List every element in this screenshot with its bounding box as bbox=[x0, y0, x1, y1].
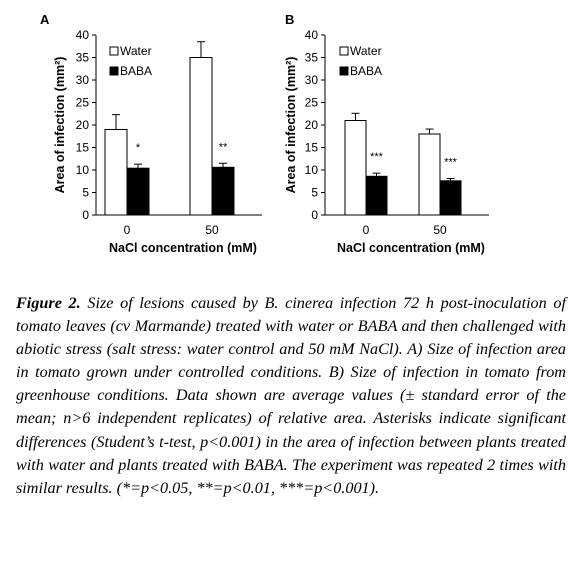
figure-panels: A 0 5 10 15 20 25 30 35 40 Area of infection (mm²)… bbox=[40, 12, 489, 255]
legend-swatch bbox=[339, 66, 349, 76]
y-axis-title: Area of infection (mm²) bbox=[284, 57, 298, 194]
y-tick-label: 5 bbox=[82, 186, 89, 200]
legend-label: Water bbox=[120, 44, 152, 58]
legend-label: Water bbox=[350, 44, 382, 58]
y-tick-label: 15 bbox=[305, 141, 319, 155]
y-tick-label: 20 bbox=[305, 118, 319, 132]
significance-marker: *** bbox=[370, 151, 384, 163]
y-tick-label: 35 bbox=[305, 51, 319, 65]
y-tick-label: 20 bbox=[76, 118, 90, 132]
legend-swatch bbox=[109, 66, 119, 76]
y-tick-label: 10 bbox=[76, 163, 90, 177]
bar-baba-50 bbox=[211, 166, 235, 216]
figure-caption: Figure 2. Size of lesions caused by B. c… bbox=[16, 292, 566, 500]
y-tick-label: 35 bbox=[76, 51, 90, 65]
x-tick-label: 0 bbox=[124, 223, 131, 237]
x-tick-label: 0 bbox=[363, 223, 370, 237]
chart-panel-a: A 0 5 10 15 20 25 30 35 40 Area of infection (mm²)… bbox=[40, 12, 262, 255]
y-tick-label: 15 bbox=[76, 141, 90, 155]
bar-baba-0 bbox=[365, 175, 388, 216]
y-tick-label: 5 bbox=[311, 186, 318, 200]
legend-label: BABA bbox=[120, 64, 152, 78]
y-tick-label: 25 bbox=[76, 96, 90, 110]
bar-water-50 bbox=[189, 57, 213, 216]
y-tick-label: 30 bbox=[76, 73, 90, 87]
legend-swatch bbox=[339, 46, 349, 56]
caption-text: Size of lesions caused by B. cinerea inf… bbox=[16, 294, 567, 497]
caption-label: Figure 2. bbox=[16, 294, 81, 312]
y-tick-label: 25 bbox=[305, 96, 319, 110]
y-tick-label: 0 bbox=[311, 208, 318, 222]
y-tick-label: 40 bbox=[76, 28, 90, 42]
panel-label: B bbox=[285, 12, 294, 27]
bar-baba-0 bbox=[126, 167, 150, 216]
significance-marker: * bbox=[136, 142, 141, 154]
y-tick-label: 30 bbox=[305, 73, 319, 87]
bar-water-50 bbox=[418, 133, 441, 216]
y-tick-label: 40 bbox=[305, 28, 319, 42]
x-tick-label: 50 bbox=[205, 223, 219, 237]
panel-label: A bbox=[40, 12, 50, 27]
bar-baba-50 bbox=[439, 180, 462, 216]
y-axis-title: Area of infection (mm²) bbox=[53, 57, 67, 194]
significance-marker: *** bbox=[444, 157, 458, 169]
y-tick-label: 0 bbox=[82, 208, 89, 222]
y-tick-label: 10 bbox=[305, 163, 319, 177]
bar-water-0 bbox=[104, 129, 128, 216]
x-tick-label: 50 bbox=[433, 223, 447, 237]
bar-water-0 bbox=[344, 120, 367, 216]
x-axis-title: NaCl concentration (mM) bbox=[337, 241, 485, 255]
x-axis-title: NaCl concentration (mM) bbox=[109, 241, 257, 255]
legend-label: BABA bbox=[350, 64, 382, 78]
significance-marker: ** bbox=[219, 141, 228, 153]
chart-panel-b: B 0 5 10 15 20 25 30 35 40 Area of infection (mm²)… bbox=[284, 12, 489, 255]
legend-swatch bbox=[109, 46, 119, 56]
